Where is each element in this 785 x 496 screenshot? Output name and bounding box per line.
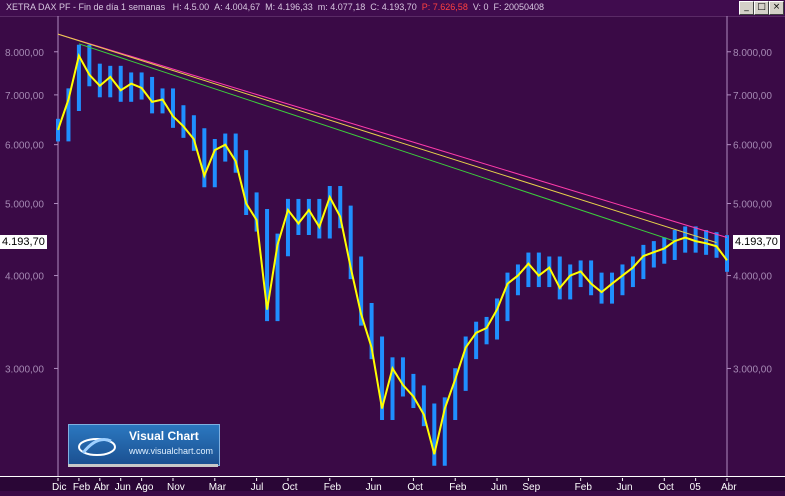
- x-tick-label: Oct: [282, 482, 298, 492]
- x-axis: Dic Feb Abr Jun Ago Nov Mar Jul Oct Feb Jun Oct Feb J…: [0, 476, 785, 493]
- trendline-pink: [57, 33, 728, 239]
- trendline-green: [78, 43, 675, 242]
- maximize-button[interactable]: □: [754, 1, 769, 15]
- y-tick-label: 3.000,00: [5, 364, 44, 375]
- x-tick-label: Jun: [115, 482, 131, 492]
- price-chart[interactable]: 8.000,00 7.000,00 6.000,00 5.000,00 4.000,00…: [0, 16, 785, 476]
- minimize-button[interactable]: _: [739, 1, 754, 15]
- x-tick-label: Sep: [522, 482, 540, 492]
- close-button[interactable]: ×: [769, 1, 784, 15]
- x-tick-label: Jun: [366, 482, 382, 492]
- x-tick-label: Jun: [616, 482, 632, 492]
- y-tick-label: 7.000,00: [5, 91, 44, 102]
- title-stat: H: 4.5.00: [172, 2, 210, 12]
- logo-url: www.visualchart.com: [129, 446, 214, 456]
- x-tick-label: Feb: [575, 482, 593, 492]
- title-stat: F: 20050408: [493, 2, 545, 12]
- x-tick-label: Oct: [407, 482, 423, 492]
- title-stat: P: 7.626,58: [421, 2, 468, 12]
- title-stat: m: 4.077,18: [317, 2, 366, 12]
- y-tick-label: 4.000,00: [5, 272, 44, 283]
- x-tick-label: Oct: [658, 482, 674, 492]
- x-tick-label: Abr: [721, 482, 737, 492]
- title-instrument: XETRA DAX PF - Fin de día 1 semanas: [6, 2, 166, 12]
- logo-name: Visual Chart: [129, 429, 199, 443]
- logo-underline: [68, 464, 218, 467]
- title-stats: H: 4.5.00 A: 4.004,67 M: 4.196,33 m: 4.077,…: [168, 2, 544, 12]
- x-tick-label: Ago: [136, 482, 154, 492]
- x-tick-label: 05: [690, 482, 702, 492]
- y-tick-label: 5.000,00: [5, 200, 44, 211]
- last-value-label-left: 4.193,70: [0, 235, 47, 249]
- window-title-bar[interactable]: XETRA DAX PF - Fin de día 1 semanas H: 4…: [0, 0, 785, 17]
- y-tick-label: 8.000,00: [733, 48, 772, 59]
- y-tick-label: 7.000,00: [733, 91, 772, 102]
- y-tick-label: 8.000,00: [5, 48, 44, 59]
- x-tick-label: Feb: [324, 482, 342, 492]
- title-stat: V: 0: [472, 2, 489, 12]
- swoosh-icon: [78, 438, 116, 456]
- x-tick-label: Feb: [449, 482, 467, 492]
- y-tick-label: 6.000,00: [733, 141, 772, 152]
- x-tick-label: Feb: [73, 482, 91, 492]
- visual-chart-logo: Visual Chart www.visualchart.com: [68, 424, 220, 466]
- x-tick-label: Dic: [52, 482, 66, 492]
- y-tick-label: 5.000,00: [733, 200, 772, 211]
- y-tick-label: 6.000,00: [5, 141, 44, 152]
- x-tick-label: Jun: [491, 482, 507, 492]
- y-tick-label: 4.000,00: [733, 272, 772, 283]
- x-tick-label: Abr: [94, 482, 110, 492]
- title-stat: C: 4.193,70: [370, 2, 417, 12]
- price-line: [57, 53, 728, 455]
- title-stat: M: 4.196,33: [265, 2, 313, 12]
- last-value-label-right: 4.193,70: [733, 235, 780, 249]
- trendline-yellow: [57, 33, 717, 244]
- x-tick-label: Jul: [251, 482, 264, 492]
- x-tick-label: Nov: [167, 482, 185, 492]
- y-tick-label: 3.000,00: [733, 364, 772, 375]
- window-title: XETRA DAX PF - Fin de día 1 semanas H: 4…: [6, 2, 544, 12]
- title-stat: A: 4.004,67: [214, 2, 261, 12]
- x-tick-label: Mar: [209, 482, 227, 492]
